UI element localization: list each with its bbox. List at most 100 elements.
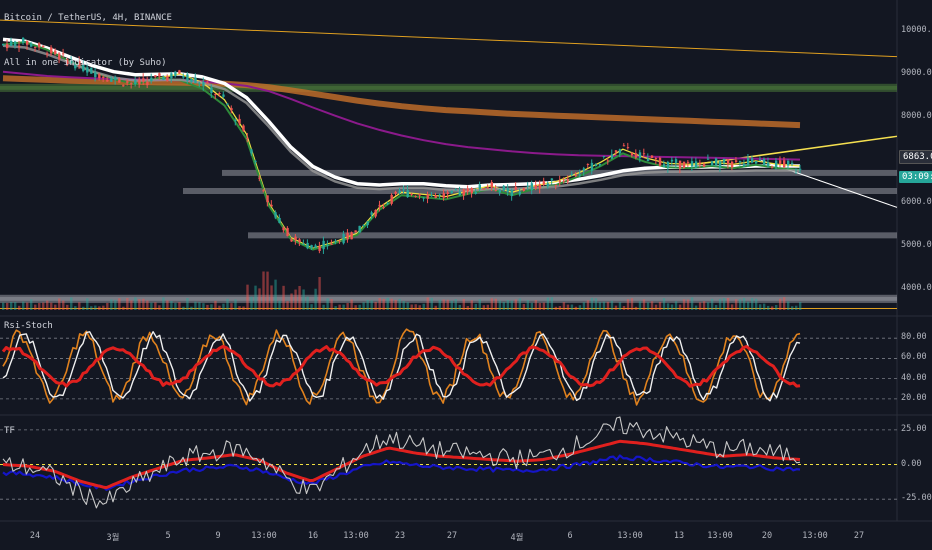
- candle-body: [502, 185, 506, 191]
- candle-body: [362, 224, 365, 226]
- volume-bar: [530, 302, 534, 310]
- volume-bar: [722, 298, 726, 310]
- volume-bar: [738, 299, 742, 310]
- candle-body: [682, 161, 686, 168]
- volume-bar: [322, 304, 325, 310]
- candle-body: [730, 161, 734, 168]
- volume-bar: [594, 298, 598, 310]
- candle-body: [302, 243, 305, 245]
- candle-body: [318, 245, 321, 251]
- candle-body: [262, 190, 265, 192]
- volume-bar: [730, 304, 734, 310]
- candle-body: [238, 118, 241, 124]
- volume-bar: [642, 299, 646, 310]
- candle-body: [606, 160, 610, 162]
- candle-body: [614, 150, 618, 153]
- tf-white-line: [2, 416, 801, 509]
- price-axis-label: 4000.00: [901, 283, 932, 294]
- candle-body: [582, 168, 586, 171]
- volume-bar: [158, 305, 161, 310]
- volume-bar: [558, 306, 562, 310]
- candle-body: [546, 183, 550, 187]
- time-axis-label: 16: [307, 531, 319, 541]
- candle-body: [458, 191, 461, 196]
- volume-bar: [486, 304, 490, 310]
- volume-bar: [222, 303, 225, 310]
- volume-bar: [554, 306, 558, 310]
- candle-body: [150, 77, 153, 82]
- candle-body: [518, 191, 522, 195]
- price-axis-label: 20.00: [901, 392, 927, 403]
- candle-body: [62, 53, 65, 55]
- time-axis-label: 13:00: [251, 531, 277, 541]
- level-band-2: [222, 169, 897, 176]
- volume-bar: [358, 304, 361, 310]
- candle-body: [218, 92, 221, 94]
- candle-body: [142, 78, 145, 82]
- candle-body: [762, 158, 766, 166]
- volume-bar: [14, 302, 17, 310]
- candle-body: [466, 188, 469, 192]
- volume-bar: [446, 299, 449, 310]
- volume-bar: [82, 306, 85, 310]
- candle-body: [330, 243, 333, 245]
- volume-bar: [694, 305, 698, 310]
- volume-bar: [390, 298, 393, 310]
- volume-bar: [790, 306, 794, 310]
- volume-bar: [674, 301, 678, 310]
- volume-bar: [618, 302, 622, 310]
- volume-bar: [166, 300, 169, 310]
- volume-bar: [182, 306, 185, 310]
- volume-bar: [678, 304, 682, 310]
- volume-bar: [98, 306, 101, 310]
- rsi-pane-title[interactable]: Rsi-Stoch: [4, 321, 53, 331]
- candle-body: [470, 187, 473, 194]
- candle-body: [286, 227, 289, 237]
- candle-body: [666, 161, 670, 168]
- candle-body: [206, 82, 209, 84]
- candle-body: [430, 195, 433, 197]
- volume-bar: [338, 304, 341, 310]
- candle-body: [314, 245, 317, 249]
- volume-bar: [394, 299, 397, 310]
- candle-body: [446, 192, 449, 195]
- candle-body: [774, 160, 778, 167]
- volume-bar: [206, 304, 209, 310]
- time-axis-label: 20: [761, 531, 773, 541]
- candle-body: [254, 160, 257, 162]
- candle-body: [154, 75, 157, 77]
- candle-body: [34, 46, 37, 48]
- volume-bar: [178, 302, 181, 310]
- indicator-title[interactable]: All in one indicator (by Suho): [4, 58, 167, 68]
- volume-bar: [214, 300, 217, 310]
- volume-bar: [502, 301, 506, 310]
- symbol-title: Bitcoin / TetherUS, 4H, BINANCE: [4, 13, 172, 23]
- volume-bar: [402, 301, 405, 310]
- price-axis-label: 40.00: [901, 372, 927, 383]
- candle-body: [130, 82, 133, 84]
- volume-bar: [330, 299, 333, 310]
- volume-bar: [34, 304, 37, 310]
- volume-bar: [770, 306, 774, 310]
- candle-body: [710, 161, 714, 166]
- candle-body: [158, 73, 161, 77]
- volume-bar: [418, 305, 421, 310]
- tf-pane-title[interactable]: TF: [4, 426, 15, 436]
- candle-body: [790, 162, 794, 164]
- volume-bar: [46, 300, 49, 310]
- candle-body: [498, 189, 502, 193]
- volume-bar: [506, 300, 510, 310]
- candle-body: [706, 158, 710, 160]
- volume-bar: [438, 299, 441, 310]
- volume-bar: [202, 303, 205, 310]
- candle-body: [354, 230, 357, 233]
- volume-bar: [78, 302, 81, 310]
- level-band-1: [0, 85, 897, 92]
- volume-bar: [598, 301, 602, 310]
- candle-body: [654, 158, 658, 160]
- volume-bar: [38, 302, 41, 310]
- candle-body: [230, 108, 233, 111]
- candle-body: [306, 242, 309, 249]
- candle-body: [298, 239, 301, 242]
